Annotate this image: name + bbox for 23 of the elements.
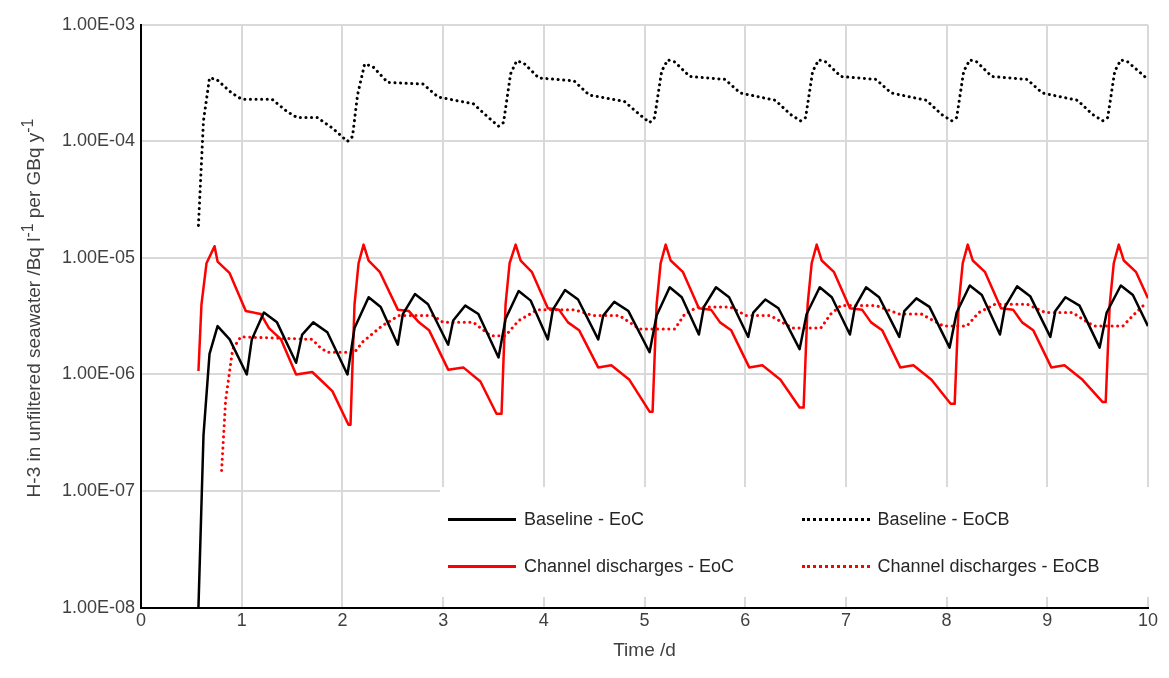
y-tick-label: 1.00E-06 xyxy=(61,363,136,384)
x-tick-label: 7 xyxy=(840,610,851,631)
x-tick-label: 5 xyxy=(639,610,650,631)
x-tick-label: 3 xyxy=(438,610,449,631)
legend-label: Channel discharges - EoC xyxy=(524,556,735,577)
y-tick-label: 1.00E-04 xyxy=(61,130,136,151)
x-axis-title: Time /d xyxy=(613,638,676,660)
legend-label: Baseline - EoC xyxy=(524,509,645,530)
legend-label: Channel discharges - EoCB xyxy=(877,556,1100,577)
legend-label: Baseline - EoCB xyxy=(877,509,1010,530)
x-tick-label: 1 xyxy=(236,610,247,631)
x-tick-label: 9 xyxy=(1042,610,1053,631)
x-tick-label: 0 xyxy=(136,610,147,631)
y-tick-label: 1.00E-05 xyxy=(61,246,136,267)
y-tick-label: 1.00E-03 xyxy=(61,13,136,34)
line-series xyxy=(196,58,1148,227)
y-tick-label: 1.00E-08 xyxy=(61,596,136,617)
x-tick-label: 8 xyxy=(941,610,952,631)
x-tick-label: 4 xyxy=(538,610,549,631)
x-tick-label: 6 xyxy=(740,610,751,631)
x-tick-label: 10 xyxy=(1137,610,1158,631)
x-tick-label: 2 xyxy=(337,610,348,631)
y-tick-label: 1.00E-07 xyxy=(61,480,136,501)
